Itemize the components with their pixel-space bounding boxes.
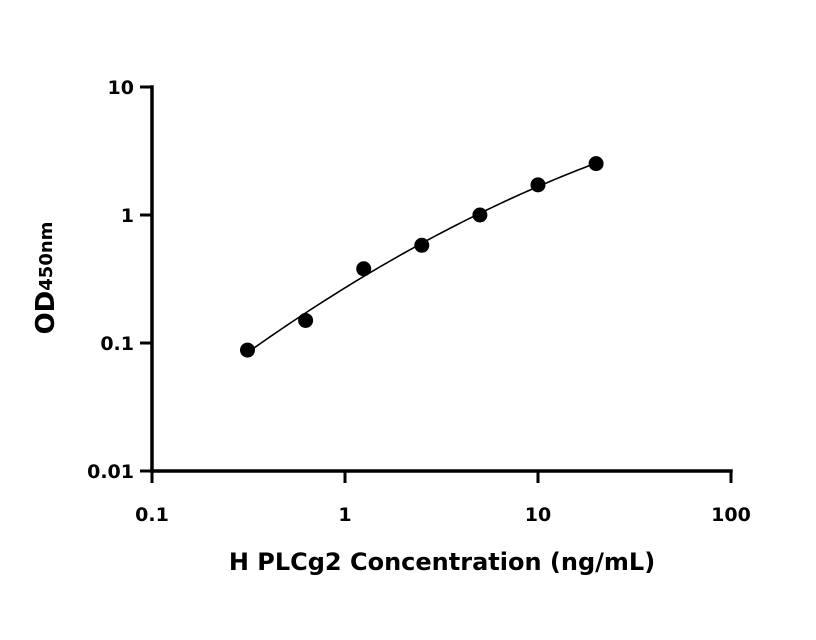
y-tick-label: 1 bbox=[121, 205, 134, 227]
y-axis-title-subscript: 450nm bbox=[36, 222, 57, 291]
y-tick-label: 0.1 bbox=[100, 333, 134, 355]
y-axis-title-main: OD bbox=[31, 291, 61, 335]
data-points bbox=[240, 156, 604, 358]
y-tick-label: 0.01 bbox=[87, 461, 134, 483]
data-point bbox=[530, 177, 546, 193]
x-tick-label: 10 bbox=[525, 504, 551, 526]
data-point bbox=[414, 237, 430, 253]
data-point bbox=[472, 207, 488, 223]
x-axis-title: H PLCg2 Concentration (ng/mL) bbox=[229, 548, 655, 576]
data-point bbox=[356, 261, 372, 277]
x-tick-label: 100 bbox=[711, 504, 751, 526]
x-tick-label: 1 bbox=[338, 504, 351, 526]
data-point bbox=[240, 342, 256, 358]
y-axis-ticks: 0.01 0.1 1 10 bbox=[87, 77, 152, 483]
x-axis-ticks: 0.1 1 10 100 bbox=[135, 471, 751, 526]
data-point bbox=[298, 312, 314, 328]
y-tick-label: 10 bbox=[108, 77, 134, 99]
x-tick-label: 0.1 bbox=[135, 504, 169, 526]
y-axis-title: OD450nm bbox=[31, 222, 61, 335]
data-point bbox=[588, 156, 604, 172]
